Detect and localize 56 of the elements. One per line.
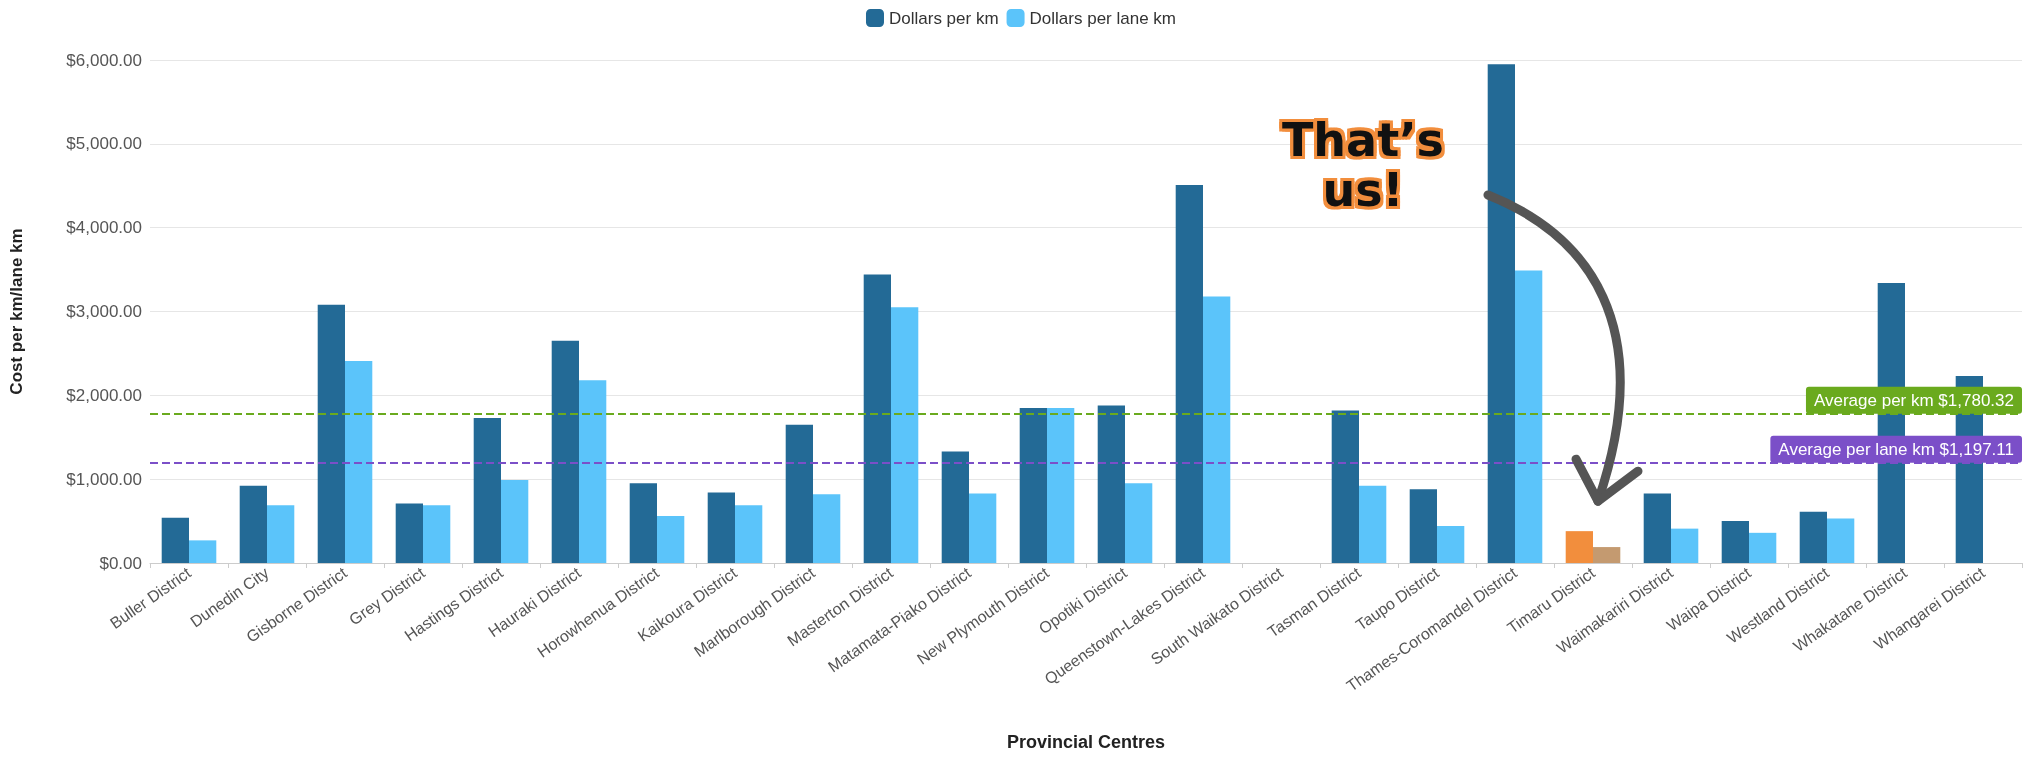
bar <box>891 307 919 563</box>
bar <box>1409 489 1437 563</box>
bar <box>735 505 763 563</box>
bar <box>863 274 891 563</box>
bar <box>1799 511 1827 563</box>
bar <box>1331 410 1359 563</box>
y-axis-title: Cost per km/lane km <box>7 228 26 395</box>
bar <box>161 517 189 563</box>
bar <box>579 380 607 563</box>
bar <box>1593 547 1621 563</box>
bar <box>501 480 529 563</box>
bar <box>1019 407 1047 563</box>
bar <box>1671 528 1699 563</box>
legend-label: Dollars per lane km <box>1029 8 1177 28</box>
bar <box>1359 485 1387 563</box>
bar <box>1437 526 1465 563</box>
y-tick-label: $6,000.00 <box>66 50 142 70</box>
bar <box>1721 521 1749 563</box>
y-tick-label: $4,000.00 <box>66 218 142 238</box>
y-tick-label: $3,000.00 <box>66 302 142 321</box>
x-axis-title: Provincial Centres <box>1006 732 1166 752</box>
bar <box>707 492 735 563</box>
bar <box>423 505 451 563</box>
bar <box>1827 518 1855 563</box>
y-tick-label: $5,000.00 <box>66 134 142 154</box>
bar <box>1749 532 1777 563</box>
bar <box>1203 296 1231 563</box>
annotation: That’s us! <box>1281 113 1445 217</box>
bar <box>969 493 997 563</box>
bar <box>1125 483 1153 563</box>
bar <box>941 451 969 563</box>
bar <box>1047 407 1075 563</box>
bar <box>317 304 345 563</box>
bar <box>473 417 501 563</box>
bar <box>1175 184 1203 563</box>
bar <box>551 340 579 563</box>
ref-line-label: Average per lane km $1,197.11 <box>1778 439 2014 459</box>
bar <box>1487 64 1515 563</box>
legend-label: Dollars per km <box>888 8 999 28</box>
bar <box>267 505 295 563</box>
bar <box>629 483 657 563</box>
bar <box>239 485 267 563</box>
bar <box>1097 405 1125 563</box>
y-tick-label: $2,000.00 <box>66 385 142 405</box>
bar <box>345 360 373 563</box>
bar <box>1643 493 1671 563</box>
bar <box>785 424 813 563</box>
bar <box>189 540 217 563</box>
y-tick-label: $0.00 <box>99 553 142 573</box>
bar <box>1565 531 1593 563</box>
y-tick-label: $1,000.00 <box>66 469 142 489</box>
bar <box>657 516 685 563</box>
bar <box>395 503 423 563</box>
bar <box>813 494 841 563</box>
ref-line-label: Average per km $1,780.32 <box>1813 390 2014 410</box>
bar <box>1515 270 1543 563</box>
